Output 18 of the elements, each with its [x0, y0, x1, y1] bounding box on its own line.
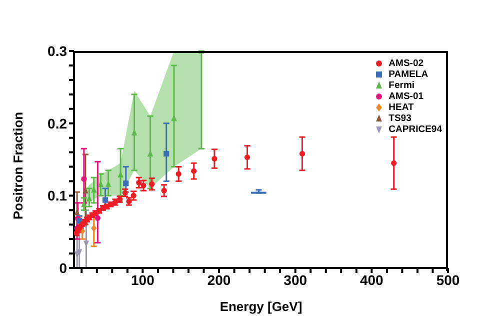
legend-label: PAMELA: [388, 69, 428, 80]
y-tick-label: 0.3: [48, 42, 68, 59]
y-axis-title: Positron Fraction: [10, 112, 26, 220]
x-tick-label: 200: [207, 272, 231, 288]
legend-label: HEAT: [388, 102, 414, 113]
y-tick-label: 0: [59, 260, 68, 276]
y-tick-label: 0.1: [48, 188, 68, 204]
legend-label: CAPRICE94: [388, 124, 442, 135]
legend-label: Fermi: [388, 80, 415, 91]
x-axis-title: Energy [GeV]: [220, 299, 302, 314]
legend-label: AMS-02: [388, 58, 424, 69]
y-tick-label: 0.2: [48, 115, 68, 132]
legend-label: TS93: [388, 113, 412, 124]
legend-label: AMS-01: [388, 91, 424, 102]
x-tick-label: 100: [131, 272, 155, 288]
x-tick-label: 400: [360, 272, 384, 288]
x-tick-label: 300: [284, 272, 308, 288]
x-tick-label: 500: [436, 272, 460, 288]
